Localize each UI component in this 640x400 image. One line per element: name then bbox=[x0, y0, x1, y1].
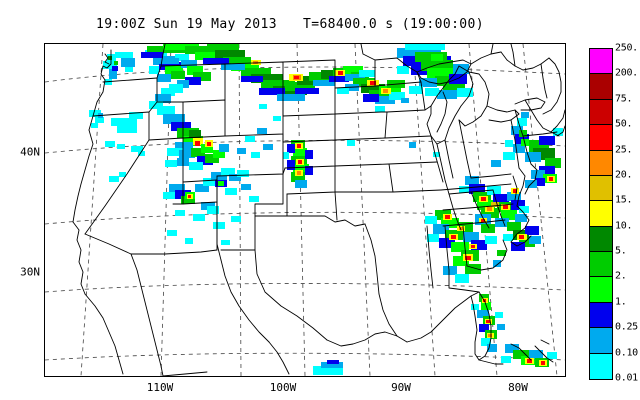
precip-lake-superior-north bbox=[397, 44, 473, 99]
colorbar-tick-label: 2. bbox=[615, 270, 627, 282]
colorbar-tick-label: 20. bbox=[615, 169, 633, 181]
colorbar-band-250 bbox=[590, 49, 612, 75]
colorbar-band-5 bbox=[590, 252, 612, 278]
colorbar-band-200 bbox=[590, 74, 612, 100]
x-tick-80w: 80W bbox=[508, 381, 528, 394]
colorbar-tick-label: 5. bbox=[615, 245, 627, 257]
colorbar-band-75 bbox=[590, 99, 612, 126]
precip-gulf-cell bbox=[313, 360, 343, 375]
y-axis-labels: 40N 30N bbox=[0, 43, 40, 377]
colorbar-tick-label: 0.25 bbox=[615, 321, 638, 333]
colorbar-tick-label: 1. bbox=[615, 296, 627, 308]
colorbar-band-15 bbox=[590, 201, 612, 227]
y-tick-30n: 30N bbox=[20, 265, 40, 279]
colorbar-band-25 bbox=[590, 150, 612, 176]
figure-title: 19:00Z Sun 19 May 2013 T=68400.0 s (19:00… bbox=[0, 17, 580, 32]
precip-misc-cells bbox=[237, 98, 440, 158]
title-model-time: T=68400.0 s (19:00:00) bbox=[303, 17, 484, 32]
x-tick-110w: 110W bbox=[146, 381, 174, 394]
colorbar-tick-label: 75. bbox=[615, 93, 633, 105]
colorbar-tick-label: 15. bbox=[615, 194, 633, 206]
colorbar-band-1 bbox=[590, 302, 612, 329]
precip-central-plains-cells bbox=[283, 140, 313, 188]
colorbar-tick-label: 0.01 bbox=[615, 372, 638, 384]
colorbar-tick-label: 250. bbox=[615, 42, 638, 54]
colorbar-band-010 bbox=[590, 353, 612, 379]
x-tick-90w: 90W bbox=[391, 381, 411, 394]
precip-carolina-coast bbox=[503, 222, 541, 251]
precip-colorado-scattered bbox=[163, 168, 259, 245]
x-tick-100w: 100W bbox=[269, 381, 297, 394]
colorbar-band-025 bbox=[590, 328, 612, 354]
precip-pacific-northwest bbox=[89, 52, 145, 182]
x-axis-labels: 110W 100W 90W 80W bbox=[0, 381, 640, 399]
colorbar-tick-label: 200. bbox=[615, 67, 638, 79]
precip-northern-plains-band bbox=[141, 44, 375, 101]
colorbar-tick-label: 10. bbox=[615, 220, 633, 232]
colorbar-tick-label: 0.10 bbox=[615, 347, 638, 359]
colorbar-band-2 bbox=[590, 277, 612, 303]
colorbar-tick-label: 50. bbox=[615, 118, 633, 130]
colorbar-tick-label: 25. bbox=[615, 144, 633, 156]
colorbar-band-10 bbox=[590, 226, 612, 252]
y-tick-40n: 40N bbox=[20, 145, 40, 159]
colorbar-labels: 250. 200. 75. 50. 25. 20. 15. 10. 5. 2. 1. 0.25 0.10… bbox=[613, 43, 640, 388]
map-boundaries-layer bbox=[72, 44, 565, 376]
precip-southeast-convection bbox=[425, 202, 506, 283]
colorbar-band-50 bbox=[590, 125, 612, 151]
map-plot-area[interactable] bbox=[44, 43, 566, 377]
title-timestamp: 19:00Z Sun 19 May 2013 bbox=[96, 17, 277, 32]
colorbar-band-20 bbox=[590, 175, 612, 202]
colorbar[interactable] bbox=[589, 48, 613, 380]
